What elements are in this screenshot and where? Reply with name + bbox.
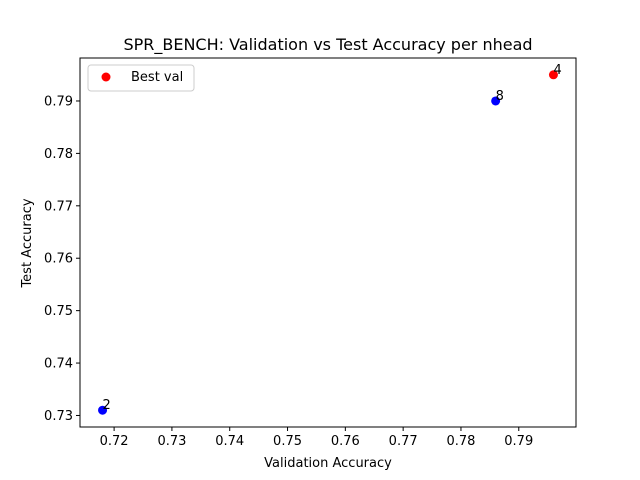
x-axis-ticks: 0.72 0.73 0.74 0.75 0.76 0.77 0.78 0.79 (100, 427, 533, 449)
chart-title: SPR_BENCH: Validation vs Test Accuracy p… (123, 35, 532, 55)
legend-marker (101, 72, 111, 82)
point-label: 8 (496, 89, 504, 104)
y-tick-label: 0.74 (44, 357, 73, 372)
x-tick-label: 0.74 (215, 434, 244, 449)
plot-area (79, 57, 577, 428)
point-label: 4 (553, 63, 561, 78)
x-tick-label: 0.76 (331, 434, 360, 449)
y-axis-ticks: 0.73 0.74 0.75 0.76 0.77 0.78 0.79 (44, 94, 80, 424)
data-point (491, 96, 501, 106)
point-label: 2 (103, 398, 111, 413)
y-tick-label: 0.73 (44, 409, 73, 424)
data-points: 2 8 4 (98, 63, 562, 415)
y-tick-label: 0.78 (44, 147, 73, 162)
x-tick-label: 0.78 (446, 434, 475, 449)
y-tick-label: 0.77 (44, 199, 73, 214)
x-tick-label: 0.79 (504, 434, 533, 449)
x-axis-label: Validation Accuracy (264, 456, 392, 471)
y-tick-label: 0.76 (44, 252, 73, 267)
data-point (98, 405, 108, 415)
legend-box (87, 64, 195, 92)
data-point (548, 70, 558, 80)
y-tick-label: 0.79 (44, 94, 73, 109)
x-tick-label: 0.77 (389, 434, 418, 449)
x-tick-label: 0.72 (100, 434, 129, 449)
legend: Best val (87, 64, 195, 92)
x-tick-label: 0.75 (273, 434, 302, 449)
x-tick-label: 0.73 (157, 434, 186, 449)
y-tick-label: 0.75 (44, 304, 73, 319)
legend-label: Best val (131, 70, 183, 85)
y-axis-label: Test Accuracy (20, 198, 35, 288)
